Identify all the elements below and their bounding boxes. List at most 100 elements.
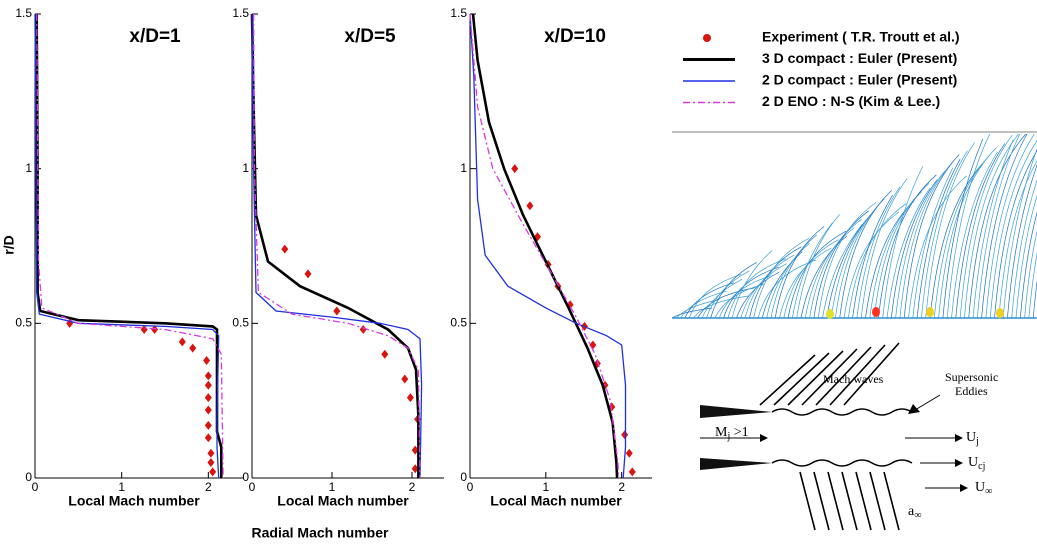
mach-wave [855,471,872,531]
contour-line [929,163,983,319]
contour-line [753,238,809,319]
contour-line [903,154,960,319]
contour-line [731,250,773,319]
contour-line [1015,194,1037,319]
data-point [411,445,419,455]
chart-title: x/D=1 [129,26,181,47]
legend-label: 2 D compact : Euler (Present) [762,72,957,88]
contour-line [1002,147,1037,319]
contour-line [972,139,1014,319]
contour-line [839,190,892,319]
contour-line [727,258,787,319]
data-point [333,306,341,316]
legend-marker [703,34,711,42]
ucj-label-sub: cj [978,461,985,472]
contour-line [710,262,757,319]
hot-spot [926,307,934,317]
chart-title: x/D=10 [544,26,606,47]
contour-line [998,160,1037,319]
data-point [207,448,215,458]
contour-line [951,151,998,319]
contour-line [744,254,795,319]
contour-line [792,222,833,319]
mj-label: Mj >1 [715,425,749,442]
ucj-label-text: U [968,455,978,470]
data-point [304,269,312,279]
line-series [36,13,224,479]
data-point [625,448,633,458]
contour-line [817,202,877,319]
mj-label-sub: j [726,431,730,442]
contour-line [882,166,924,319]
contour-line [770,234,818,319]
contour-line [976,134,1021,319]
contour-line [959,134,1013,319]
mach-wave [759,354,816,406]
contour-line [813,210,870,319]
data-point [204,393,212,403]
contour-line [740,263,787,319]
mach-wave [787,350,844,406]
contour-line [890,179,938,319]
x-axis-label: Local Mach number [277,493,409,509]
data-point [207,458,215,468]
mach-wave [827,471,844,531]
contour-line [749,246,802,319]
eddies-label: Supersonic [945,370,998,384]
hot-spot [872,307,880,317]
contour-line [809,218,862,319]
data-point [204,433,212,443]
data-point [203,355,211,365]
contour-line [1024,229,1037,319]
line-series [252,13,421,479]
contour-line [757,259,817,319]
mach-wave [841,471,858,531]
contour-line [869,191,923,319]
data-point [406,393,414,403]
data-point [359,325,367,335]
contour-line [1011,179,1037,319]
contour-line [938,146,997,319]
contour-line [899,162,953,319]
data-point [140,325,148,335]
contour-line [736,271,780,319]
contour-line [826,215,871,319]
y-axis-label: r/D [1,235,17,254]
contour-line [989,139,1037,319]
data-point [589,340,597,350]
contour-line [946,134,991,319]
line-series [469,13,620,479]
x-axis-label: Local Mach number [68,493,200,509]
mach-wave [813,471,830,531]
y-tick-label: 1.5 [232,6,249,20]
data-point [511,164,519,174]
contour-line [878,174,937,319]
y-tick-label: 0.5 [232,316,249,330]
x-axis-label: Local Mach number [490,493,622,509]
contour-line [865,199,915,319]
contour-line [925,142,975,319]
mach-wave [799,471,816,531]
contour-line [856,186,901,319]
contour-line [895,170,945,319]
ainf-label: a∞ [908,504,921,521]
x-tick-label: 0 [249,480,256,494]
y-tick-label: 0 [460,470,467,484]
contour-line [1032,279,1037,319]
uinf-label-sub: ∞ [985,486,992,497]
y-tick-label: 1 [25,161,32,175]
data-point [204,380,212,390]
contour-line [981,134,1028,319]
data-point [281,244,289,254]
contour-line [886,187,931,319]
chart-title: x/D=5 [344,26,396,47]
y-tick-label: 0 [242,470,249,484]
uj-label-sub: j [975,436,979,447]
mach-wave [843,342,900,406]
y-tick-label: 1 [242,161,249,175]
x-tick-label: 2 [409,480,416,494]
contour-line [852,195,893,319]
contour-line [672,307,713,319]
contour-line [847,203,907,319]
